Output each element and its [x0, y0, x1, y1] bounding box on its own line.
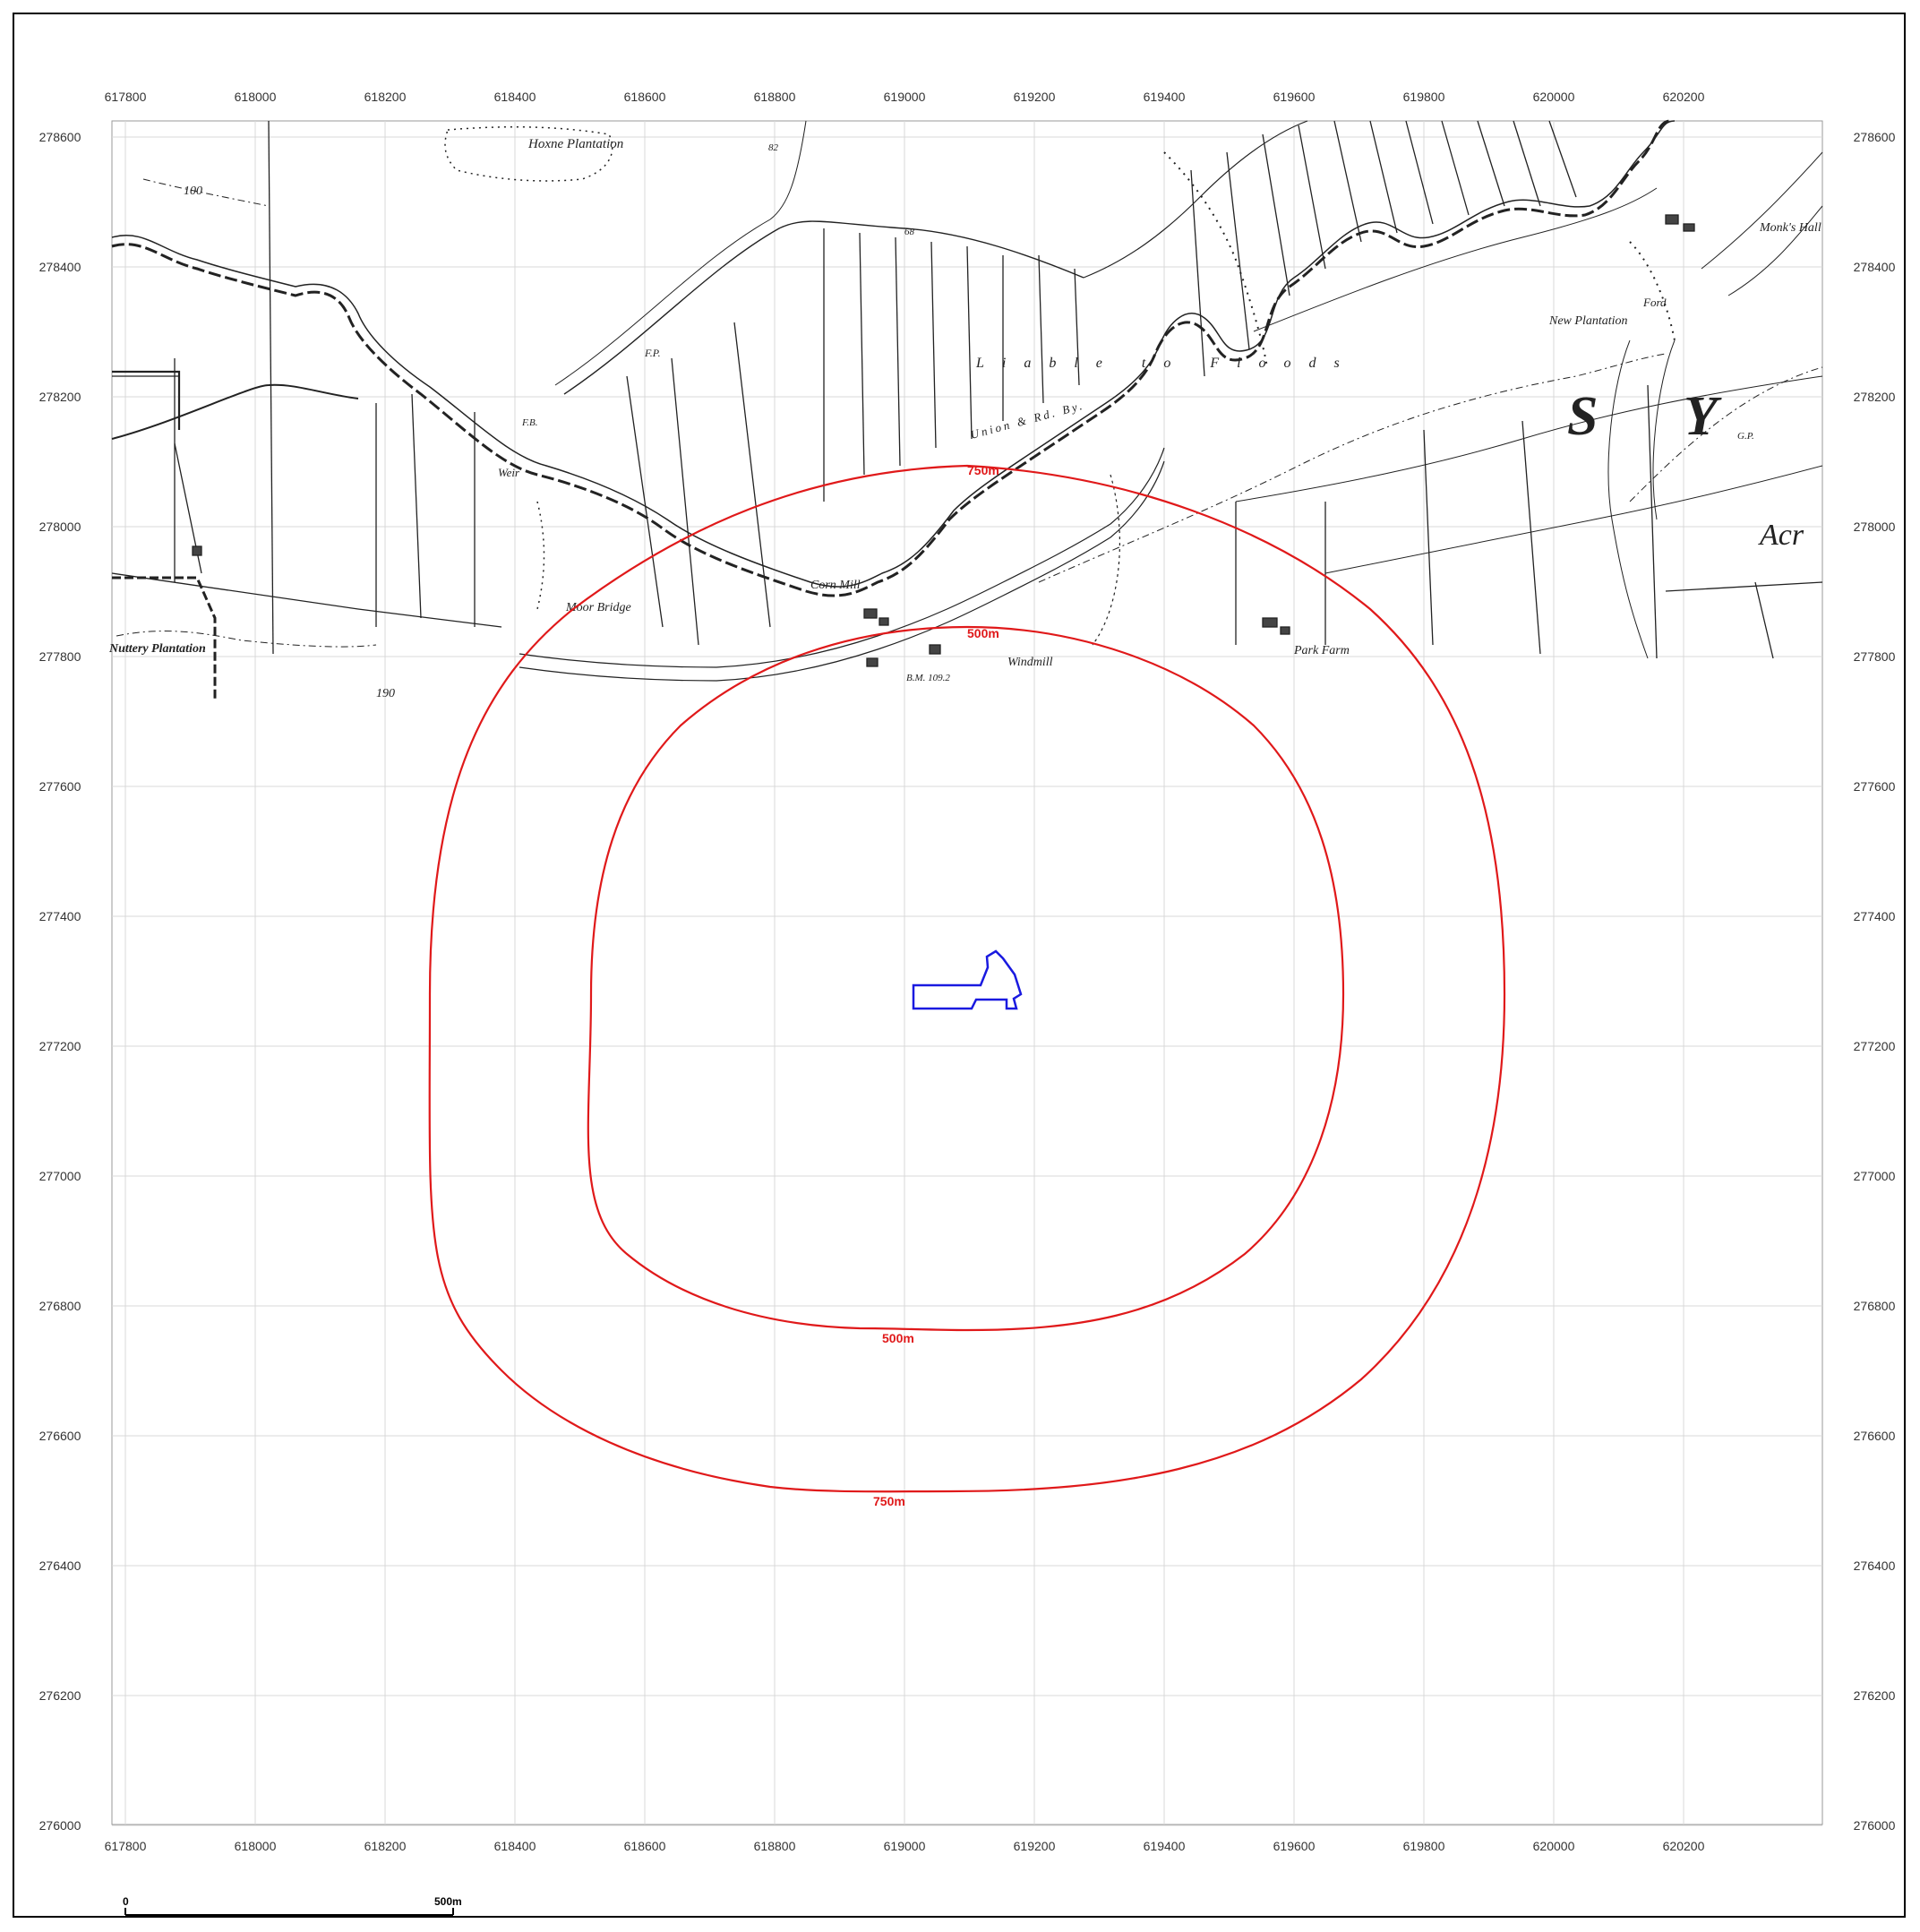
x-tick-label-top: 618200 — [364, 90, 407, 104]
x-tick-label-top: 619800 — [1403, 90, 1445, 104]
ring-750-label-top: 750m — [967, 463, 999, 477]
y-tick-label-right: 277400 — [1854, 909, 1896, 923]
x-tick-label-bottom: 618200 — [364, 1839, 407, 1853]
y-tick-label-right: 277200 — [1854, 1039, 1896, 1053]
park-farm-label: Park Farm — [1293, 644, 1350, 657]
y-tick-label-right: 276200 — [1854, 1688, 1896, 1703]
map-area-border — [111, 120, 1823, 1825]
x-tick-label-top: 619600 — [1273, 90, 1316, 104]
ring-750-label-bottom: 750m — [873, 1494, 905, 1508]
hoxne-label-1: Hoxne Plantation — [527, 137, 623, 151]
y-tick-label-left: 276400 — [39, 1558, 81, 1573]
x-tick-label-bottom: 619400 — [1144, 1839, 1186, 1853]
ring-500-label-top: 500m — [967, 626, 999, 640]
y-tick-label-left: 278200 — [39, 390, 81, 404]
x-tick-label-bottom: 618400 — [494, 1839, 536, 1853]
x-tick-label-bottom: 618600 — [624, 1839, 666, 1853]
y-tick-label-left: 276800 — [39, 1299, 81, 1313]
map-frame — [13, 13, 1906, 1918]
y-tick-label-right: 278000 — [1854, 519, 1896, 534]
buffer-ring-750m — [428, 464, 1506, 1493]
y-tick-label-left: 277600 — [39, 779, 81, 794]
fb-label: F.B. — [521, 417, 538, 428]
coordinate-ticks: 617800 617800 618000 618000 618200 618200 6184… — [39, 90, 1896, 1853]
x-tick-label-bottom: 619200 — [1014, 1839, 1056, 1853]
nuttery-label: Nuttery Plantation — [108, 642, 206, 656]
bm-label: B.M. 109.2 — [906, 673, 950, 683]
new-plantation-label: New Plantation — [1548, 314, 1628, 328]
y-tick-label-left: 277800 — [39, 649, 81, 664]
y-tick-label-left: 276600 — [39, 1429, 81, 1443]
big-s-label: S — [1567, 386, 1598, 447]
y-tick-label-right: 277800 — [1854, 649, 1896, 664]
x-tick-label-top: 619400 — [1144, 90, 1186, 104]
x-tick-label-top: 619000 — [884, 90, 926, 104]
x-tick-label-top: 617800 — [105, 90, 147, 104]
x-tick-label-top: 618600 — [624, 90, 666, 104]
corn-mill-label: Corn Mill — [810, 579, 861, 592]
y-tick-label-right: 277600 — [1854, 779, 1896, 794]
x-tick-label-bottom: 617800 — [105, 1839, 147, 1853]
y-tick-label-left: 278400 — [39, 260, 81, 274]
fp-label: F.P. — [644, 347, 661, 359]
y-tick-label-left: 277400 — [39, 909, 81, 923]
x-tick-label-top: 618800 — [754, 90, 796, 104]
x-tick-label-bottom: 620200 — [1663, 1839, 1705, 1853]
buffer-ring-500m — [587, 625, 1345, 1332]
scale-bar: 0 500m — [123, 1895, 462, 1916]
contour-100-label: 100 — [184, 185, 202, 198]
y-tick-label-right: 278200 — [1854, 390, 1896, 404]
y-tick-label-left: 276200 — [39, 1688, 81, 1703]
y-tick-label-right: 276000 — [1854, 1818, 1896, 1833]
x-tick-label-bottom: 619000 — [884, 1839, 926, 1853]
ford-label: Ford — [1642, 296, 1667, 309]
liable-label: Liable to Floods — [975, 356, 1358, 371]
windmill-label: Windmill — [1007, 656, 1053, 669]
y-tick-label-right: 276400 — [1854, 1558, 1896, 1573]
y-tick-label-right: 276800 — [1854, 1299, 1896, 1313]
spot-82-label: 82 — [768, 142, 779, 153]
y-tick-label-right: 276600 — [1854, 1429, 1896, 1443]
weir-label: Weir — [498, 466, 520, 479]
y-tick-label-left: 277200 — [39, 1039, 81, 1053]
ring-500-label-bottom: 500m — [882, 1331, 914, 1345]
monks-hall-label: Monk's Hall — [1759, 221, 1821, 235]
x-tick-label-top: 618400 — [494, 90, 536, 104]
y-tick-label-left: 276000 — [39, 1818, 81, 1833]
gp-label: G.P. — [1737, 431, 1754, 442]
x-tick-label-bottom: 620000 — [1533, 1839, 1575, 1853]
y-tick-label-left: 278000 — [39, 519, 81, 534]
acr-label: Acr — [1758, 519, 1804, 552]
x-tick-label-top: 618000 — [235, 90, 277, 104]
scale-bar-end-label: 500m — [434, 1895, 462, 1908]
x-tick-label-top: 620000 — [1533, 90, 1575, 104]
historic-basemap — [111, 119, 1823, 699]
big-y-label: Y — [1684, 386, 1722, 447]
x-tick-label-bottom: 619600 — [1273, 1839, 1316, 1853]
spot-68-label: 68 — [904, 227, 915, 237]
x-tick-label-top: 620200 — [1663, 90, 1705, 104]
contour-190-label: 190 — [376, 687, 395, 700]
y-tick-label-right: 278600 — [1854, 130, 1896, 144]
y-tick-label-left: 278600 — [39, 130, 81, 144]
scale-bar-start-label: 0 — [123, 1895, 129, 1908]
coordinate-grid — [112, 121, 1822, 1826]
y-tick-label-right: 278400 — [1854, 260, 1896, 274]
x-tick-label-top: 619200 — [1014, 90, 1056, 104]
x-tick-label-bottom: 619800 — [1403, 1839, 1445, 1853]
y-tick-label-left: 277000 — [39, 1169, 81, 1183]
site-boundary — [912, 949, 1023, 1010]
basemap-labels: Hoxne Plantation Corn Mill Moor Bridge W… — [108, 137, 1821, 700]
y-tick-label-right: 277000 — [1854, 1169, 1896, 1183]
moor-bridge-label: Moor Bridge — [565, 601, 631, 614]
x-tick-label-bottom: 618800 — [754, 1839, 796, 1853]
x-tick-label-bottom: 618000 — [235, 1839, 277, 1853]
